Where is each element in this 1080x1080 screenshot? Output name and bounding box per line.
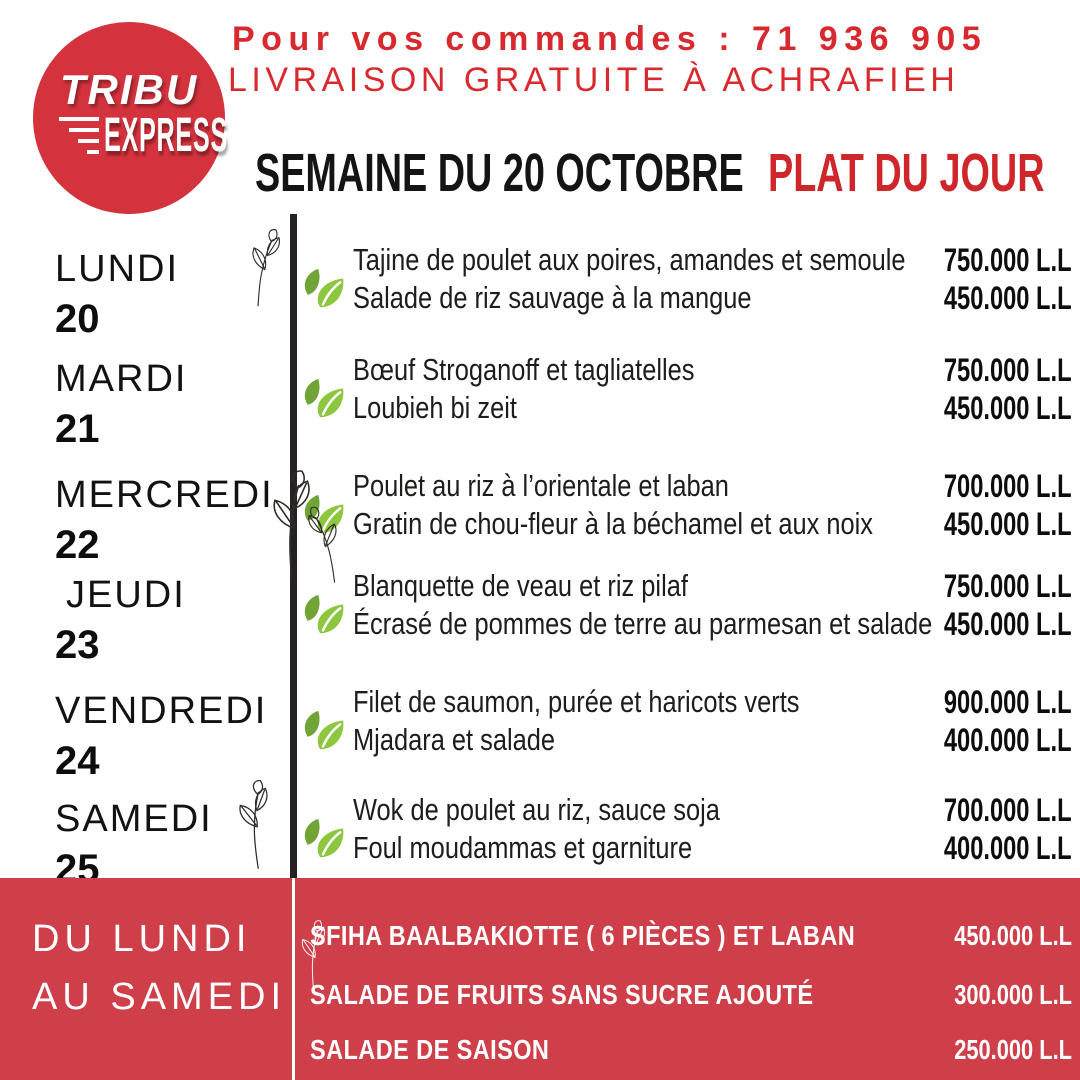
- day-name: VENDREDI: [55, 690, 268, 732]
- branch-sketch-icon: [223, 778, 291, 872]
- menu-item: Loubieh bi zeit: [353, 390, 517, 425]
- menu-item: Salade de riz sauvage à la mangue: [353, 280, 752, 315]
- day-name: LUNDI: [55, 248, 180, 290]
- menu-item: Foul moudammas et garniture: [353, 830, 693, 865]
- day-name: MERCREDI: [55, 474, 274, 516]
- logo-express-text: EXPRESS: [104, 106, 228, 162]
- day-date: 23: [55, 623, 100, 667]
- menu-item: Bœuf Stroganoff et tagliatelles: [353, 352, 695, 387]
- leaf-icon: [300, 266, 346, 312]
- menu-item-price: 750.000 L.L: [944, 568, 1072, 604]
- menu-item: Écrasé de pommes de terre au parmesan et…: [353, 606, 933, 641]
- menu-item-price: 450.000 L.L: [944, 280, 1072, 316]
- menu-item-price: 900.000 L.L: [944, 684, 1072, 720]
- footer-menu-item: SALADE DE SAISON: [310, 1034, 550, 1065]
- menu-item-price: 400.000 L.L: [944, 722, 1072, 758]
- day-date: 20: [55, 297, 100, 341]
- menu-item-price: 450.000 L.L: [944, 390, 1072, 426]
- footer-menu-item: SFIHA BAALBAKIOTTE ( 6 PIÈCES ) ET LABAN: [310, 920, 856, 951]
- day-date: 24: [55, 739, 100, 783]
- vertical-divider-white: [292, 878, 295, 1080]
- menu-item-price: 750.000 L.L: [944, 352, 1072, 388]
- footer-item-price: 450.000 L.L: [954, 920, 1072, 951]
- menu-item: Wok de poulet au riz, sauce soja: [353, 792, 720, 827]
- menu-item-price: 700.000 L.L: [944, 792, 1072, 828]
- day-name: JEUDI: [66, 574, 186, 616]
- menu-item-price: 450.000 L.L: [944, 506, 1072, 542]
- menu-item: Gratin de chou-fleur à la béchamel et au…: [353, 506, 873, 541]
- vertical-divider: [290, 214, 297, 878]
- menu-item-price: 750.000 L.L: [944, 242, 1072, 278]
- day-date: 22: [55, 523, 100, 567]
- footer-menu-item: SALADE DE FRUITS SANS SUCRE AJOUTÉ: [310, 979, 814, 1010]
- logo-express-row: EXPRESS: [59, 107, 281, 162]
- speed-lines-icon: [59, 116, 99, 154]
- menu-day-row-lundi: LUNDI 20 Tajine de poulet aux poires, am…: [0, 240, 1080, 358]
- footer-item-price: 300.000 L.L: [954, 979, 1072, 1010]
- branch-sketch-icon: [290, 920, 340, 992]
- leaf-icon: [300, 376, 346, 422]
- leaf-icon: [300, 816, 346, 862]
- plat-du-jour-title: PLAT DU JOUR: [768, 143, 1045, 203]
- menu-item-price: 400.000 L.L: [944, 830, 1072, 866]
- free-delivery-line: LIVRAISON GRATUITE À ACHRAFIEH: [228, 61, 960, 99]
- menu-day-row-vendredi: VENDREDI 24 Filet de saumon, purée et ha…: [0, 682, 1080, 800]
- menu-item: Tajine de poulet aux poires, amandes et …: [353, 242, 906, 277]
- leaf-icon: [300, 592, 346, 638]
- menu-day-row-mardi: MARDI 21 Bœuf Stroganoff et tagliatelles…: [0, 350, 1080, 468]
- menu-item: Blanquette de veau et riz pilaf: [353, 568, 688, 603]
- branch-sketch-icon: [231, 224, 300, 311]
- footer-item-price: 250.000 L.L: [954, 1034, 1072, 1065]
- tribu-express-logo: TRIBU EXPRESS: [33, 22, 227, 214]
- day-name: MARDI: [55, 358, 188, 400]
- footer-range-line: AU SAMEDI: [32, 976, 287, 1018]
- footer-range-line: DU LUNDI: [32, 918, 252, 960]
- menu-day-row-samedi: SAMEDI 25 Wok de poulet au riz, sauce so…: [0, 790, 1080, 908]
- menu-item: Mjadara et salade: [353, 722, 556, 757]
- menu-item: Poulet au riz à l’orientale et laban: [353, 468, 729, 503]
- logo-tribu-text: TRIBU: [59, 66, 199, 113]
- menu-item-price: 700.000 L.L: [944, 468, 1072, 504]
- week-title: SEMAINE DU 20 OCTOBRE: [255, 143, 744, 203]
- leaf-icon: [300, 708, 346, 754]
- menu-item: Filet de saumon, purée et haricots verts: [353, 684, 800, 719]
- footer-band: DU LUNDI AU SAMEDI SFIHA BAALBAKIOTTE ( …: [0, 878, 1080, 1080]
- orders-phone-line: Pour vos commandes : 71 936 905: [232, 20, 988, 58]
- day-name: SAMEDI: [55, 798, 213, 840]
- menu-day-row-jeudi: JEUDI 23 Blanquette de veau et riz pilaf…: [0, 566, 1080, 684]
- day-date: 21: [55, 407, 100, 451]
- menu-item-price: 450.000 L.L: [944, 606, 1072, 642]
- menu-day-row-mercredi: MERCREDI 22 Poulet au riz à l’orientale …: [0, 466, 1080, 584]
